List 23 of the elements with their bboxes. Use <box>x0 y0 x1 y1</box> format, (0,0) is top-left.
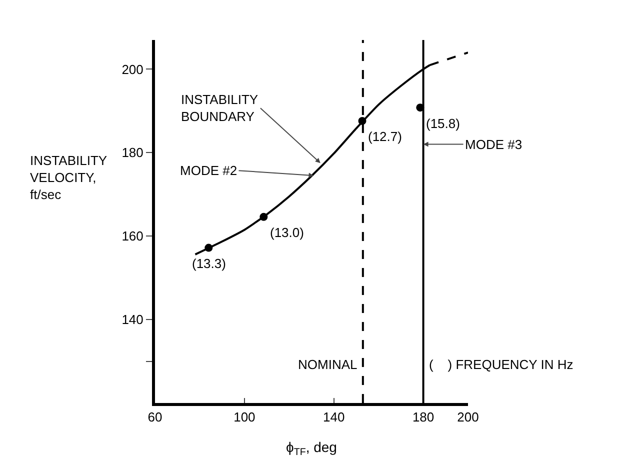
annotation: (13.3) <box>192 256 226 271</box>
x-tick-label: 60 <box>148 410 162 425</box>
annotation: MODE #2 <box>180 163 238 178</box>
annotation: ( ) FREQUENCY IN Hz <box>429 357 574 372</box>
annotation: (15.8) <box>426 116 460 131</box>
y-tick-label: 160 <box>122 228 144 244</box>
annotation: (12.7) <box>368 129 402 144</box>
ref-line-label: NOMINAL <box>298 357 358 372</box>
point <box>204 244 213 252</box>
y-tick-label: 180 <box>122 145 144 160</box>
x-tick-label: 200 <box>457 410 479 425</box>
x-tick-label: 100 <box>234 410 256 425</box>
x-axis-title: ϕ$_{TF}$, deg <box>286 439 337 458</box>
annotation: INSTABILITY BOUNDARY <box>181 92 258 124</box>
x-tick-label: 180 <box>412 410 434 425</box>
y-tick-label: 200 <box>122 62 144 77</box>
ref-line-label: MODE #3 <box>465 137 522 152</box>
y-tick-label: 140 <box>122 312 144 328</box>
point <box>260 212 268 221</box>
y-axis-title: INSTABILITY VELOCITY, ft/sec <box>30 153 108 202</box>
annotation: (13.0) <box>270 225 304 240</box>
x-tick-label: 140 <box>323 410 345 425</box>
point <box>358 116 366 125</box>
